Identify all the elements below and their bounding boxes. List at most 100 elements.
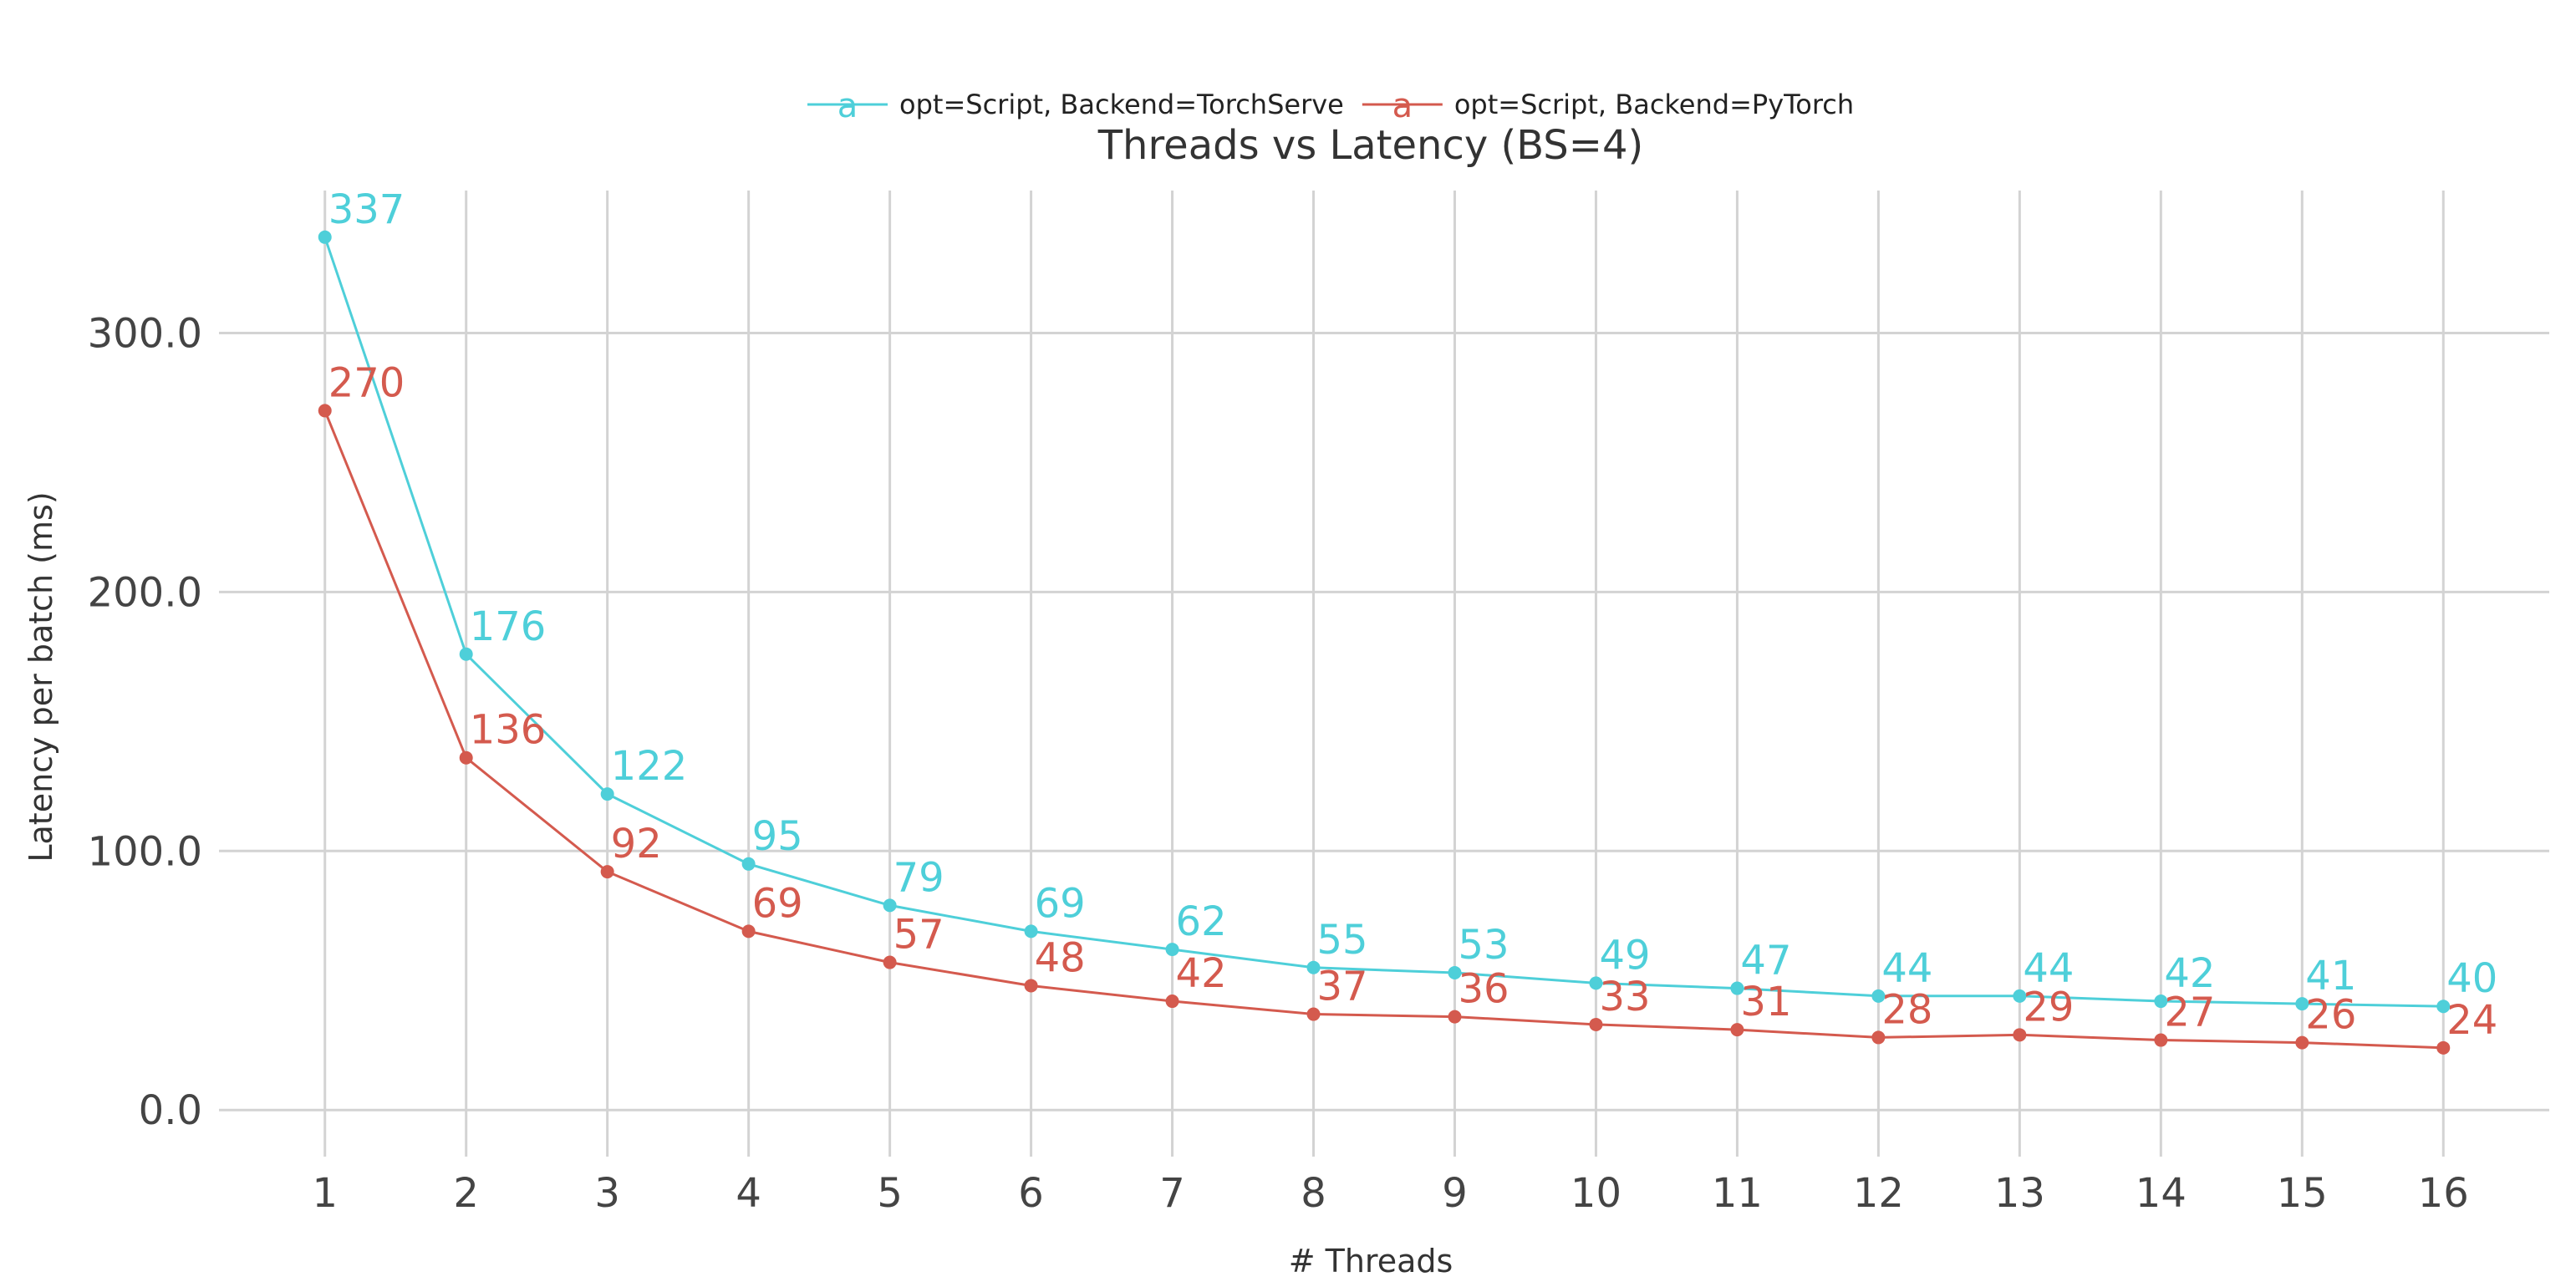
series-1: 337 176 122 95 79 69 62 55 53 49 47 44 44 42 41 40 bbox=[318, 186, 2497, 1014]
series-line bbox=[323, 237, 2444, 1008]
data-label: 53 bbox=[1458, 922, 1509, 969]
y-tick-label: 0.0 bbox=[139, 1087, 202, 1134]
data-point bbox=[1448, 965, 1462, 979]
chart-title: Threads vs Latency (BS=4) bbox=[1097, 122, 1644, 169]
data-point bbox=[2436, 1000, 2451, 1014]
data-label: 48 bbox=[1035, 934, 1086, 981]
x-tick-label: 3 bbox=[594, 1170, 620, 1217]
data-point bbox=[1024, 979, 1038, 993]
x-tick-label: 16 bbox=[2418, 1170, 2469, 1217]
x-tick-label: 2 bbox=[453, 1170, 479, 1217]
x-tick-label: 6 bbox=[1018, 1170, 1044, 1217]
legend-glyph: a bbox=[837, 87, 858, 125]
y-tick-label: 200.0 bbox=[88, 569, 202, 616]
data-label: 28 bbox=[1881, 986, 1932, 1033]
data-label: 69 bbox=[1035, 880, 1086, 927]
data-label: 44 bbox=[2023, 945, 2074, 992]
data-label: 47 bbox=[1740, 938, 1791, 984]
data-label: 42 bbox=[1176, 950, 1227, 997]
legend: a opt=Script, Backend=TorchServe a opt=Scri… bbox=[807, 87, 1854, 125]
data-point bbox=[2295, 997, 2309, 1011]
data-label: 26 bbox=[2305, 992, 2356, 1039]
data-point bbox=[1165, 943, 1179, 957]
data-label: 69 bbox=[752, 880, 803, 927]
data-label: 62 bbox=[1176, 898, 1227, 945]
data-label: 41 bbox=[2305, 953, 2356, 1000]
x-tick-label: 1 bbox=[312, 1170, 338, 1217]
data-label: 42 bbox=[2164, 950, 2215, 997]
data-point bbox=[1871, 989, 1886, 1003]
data-label: 37 bbox=[1317, 964, 1368, 1010]
grid-layer: 1 2 3 4 5 6 7 8 9 10 11 12 13 14 15 160.0100.0200.0300.… bbox=[88, 191, 2549, 1217]
y-axis-title: Latency per batch (ms) bbox=[23, 491, 59, 862]
data-label: 57 bbox=[893, 912, 944, 959]
data-label: 95 bbox=[752, 813, 803, 860]
data-label: 49 bbox=[1599, 932, 1650, 979]
data-label: 44 bbox=[1881, 945, 1932, 992]
data-point bbox=[318, 230, 332, 244]
x-tick-label: 7 bbox=[1159, 1170, 1185, 1217]
data-point bbox=[1306, 960, 1321, 974]
data-label: 136 bbox=[470, 707, 547, 754]
y-tick-label: 300.0 bbox=[88, 310, 202, 357]
data-point bbox=[2013, 1028, 2027, 1042]
data-point bbox=[1165, 994, 1179, 1009]
data-point bbox=[883, 898, 897, 913]
legend-item-2: a opt=Script, Backend=PyTorch bbox=[1362, 87, 1854, 125]
data-point bbox=[1730, 1023, 1744, 1037]
data-label: 176 bbox=[470, 603, 547, 650]
data-label: 55 bbox=[1317, 917, 1368, 964]
data-label: 337 bbox=[328, 186, 405, 233]
x-tick-label: 8 bbox=[1301, 1170, 1326, 1217]
data-point bbox=[2013, 989, 2027, 1003]
data-point bbox=[2295, 1035, 2309, 1050]
data-point bbox=[1589, 1017, 1603, 1031]
data-label: 24 bbox=[2446, 997, 2497, 1044]
data-point bbox=[459, 647, 473, 661]
data-point bbox=[1730, 981, 1744, 995]
data-point bbox=[459, 750, 473, 765]
data-point bbox=[1448, 1010, 1462, 1024]
data-label: 92 bbox=[611, 821, 662, 867]
data-label: 33 bbox=[1599, 974, 1650, 1020]
data-point bbox=[2436, 1040, 2451, 1055]
series-layer: 337 176 122 95 79 69 62 55 53 49 47 44 44 42 41 40 270 13… bbox=[318, 186, 2497, 1055]
data-label: 40 bbox=[2446, 955, 2497, 1002]
data-point bbox=[600, 787, 614, 801]
data-point bbox=[600, 865, 614, 879]
legend-label: opt=Script, Backend=PyTorch bbox=[1454, 89, 1854, 120]
data-point bbox=[318, 404, 332, 418]
data-point bbox=[1589, 976, 1603, 990]
x-tick-label: 9 bbox=[1442, 1170, 1468, 1217]
data-label: 36 bbox=[1458, 966, 1509, 1013]
series-2: 270 136 92 69 57 48 42 37 36 33 31 28 29 27 26 24 bbox=[318, 359, 2497, 1055]
data-label: 122 bbox=[611, 743, 688, 790]
x-tick-label: 5 bbox=[877, 1170, 903, 1217]
series-line bbox=[323, 410, 2444, 1050]
x-tick-label: 4 bbox=[736, 1170, 761, 1217]
data-point bbox=[883, 955, 897, 969]
x-tick-label: 11 bbox=[1712, 1170, 1763, 1217]
legend-glyph: a bbox=[1392, 87, 1413, 125]
x-tick-label: 15 bbox=[2277, 1170, 2328, 1217]
y-tick-label: 100.0 bbox=[88, 828, 202, 875]
data-label: 79 bbox=[893, 854, 944, 901]
data-point bbox=[2154, 1033, 2168, 1047]
data-point bbox=[2154, 994, 2168, 1009]
legend-item-1: a opt=Script, Backend=TorchServe bbox=[807, 87, 1344, 125]
data-label: 270 bbox=[328, 359, 405, 406]
x-tick-label: 14 bbox=[2136, 1170, 2187, 1217]
data-point bbox=[741, 924, 756, 939]
data-label: 29 bbox=[2023, 984, 2074, 1030]
legend-label: opt=Script, Backend=TorchServe bbox=[899, 89, 1344, 120]
x-tick-label: 12 bbox=[1853, 1170, 1904, 1217]
data-point bbox=[1871, 1030, 1886, 1045]
data-point bbox=[1024, 924, 1038, 939]
x-axis-title: # Threads bbox=[1289, 1243, 1453, 1279]
data-label: 27 bbox=[2164, 989, 2215, 1036]
data-label: 31 bbox=[1740, 979, 1791, 1025]
x-tick-label: 13 bbox=[1994, 1170, 2045, 1217]
data-point bbox=[741, 857, 756, 871]
data-point bbox=[1306, 1007, 1321, 1021]
